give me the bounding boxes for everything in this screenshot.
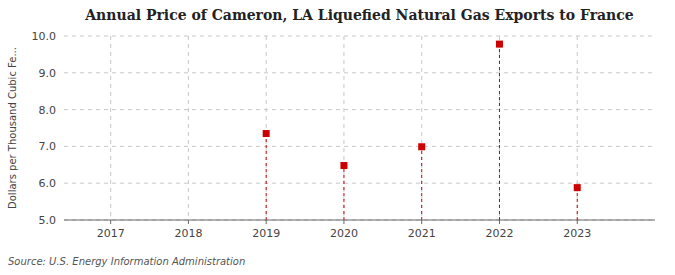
x-tick-label: 2021 xyxy=(408,227,436,240)
x-tick xyxy=(343,220,344,224)
data xyxy=(263,41,581,220)
y-tick-label: 9.0 xyxy=(39,67,57,80)
drop-line xyxy=(577,188,578,220)
grid-line xyxy=(577,36,578,220)
grid-line xyxy=(110,36,111,220)
grid-line xyxy=(188,36,189,220)
drop-line xyxy=(499,44,500,220)
point xyxy=(340,162,347,169)
grid-line xyxy=(64,36,655,37)
y-tick-label: 7.0 xyxy=(39,140,57,153)
grid-line xyxy=(64,72,655,73)
x-tick-label: 2022 xyxy=(485,227,513,240)
source: Source: U.S. Energy Information Administ… xyxy=(8,256,245,267)
x-axis xyxy=(64,220,655,221)
grid-line xyxy=(64,183,655,184)
point xyxy=(418,143,425,150)
x-tick xyxy=(577,220,578,224)
x-tick xyxy=(110,220,111,224)
point xyxy=(574,184,581,191)
y-tick-label: 10.0 xyxy=(32,30,57,43)
chart: Annual Price of Cameron, LA Liquefied Na… xyxy=(0,0,675,275)
x-tick-label: 2018 xyxy=(174,227,202,240)
grid-line xyxy=(499,36,500,220)
x-tick-label: 2017 xyxy=(97,227,125,240)
y-tick-label: 5.0 xyxy=(39,214,57,227)
point xyxy=(496,41,503,48)
grid-line xyxy=(64,109,655,110)
drop-line xyxy=(343,166,344,220)
grid-line xyxy=(421,36,422,220)
grid-line xyxy=(64,146,655,147)
y-tick-label: 6.0 xyxy=(39,177,57,190)
grid xyxy=(64,36,655,220)
x-tick xyxy=(421,220,422,224)
x-tick xyxy=(499,220,500,224)
x-tick xyxy=(188,220,189,224)
x-tick-label: 2019 xyxy=(252,227,280,240)
x-tick-label: 2023 xyxy=(563,227,591,240)
drop-line xyxy=(266,134,267,220)
grid-line xyxy=(64,220,655,221)
title: Annual Price of Cameron, LA Liquefied Na… xyxy=(84,7,634,23)
grid-line xyxy=(266,36,267,220)
grid-line xyxy=(343,36,344,220)
drop-line xyxy=(421,147,422,220)
point xyxy=(263,130,270,137)
y-axis-label: Dollars per Thousand Cubic Fe... xyxy=(7,47,18,209)
x-tick-label: 2020 xyxy=(330,227,358,240)
y-tick-label: 8.0 xyxy=(39,104,57,117)
x-tick xyxy=(266,220,267,224)
